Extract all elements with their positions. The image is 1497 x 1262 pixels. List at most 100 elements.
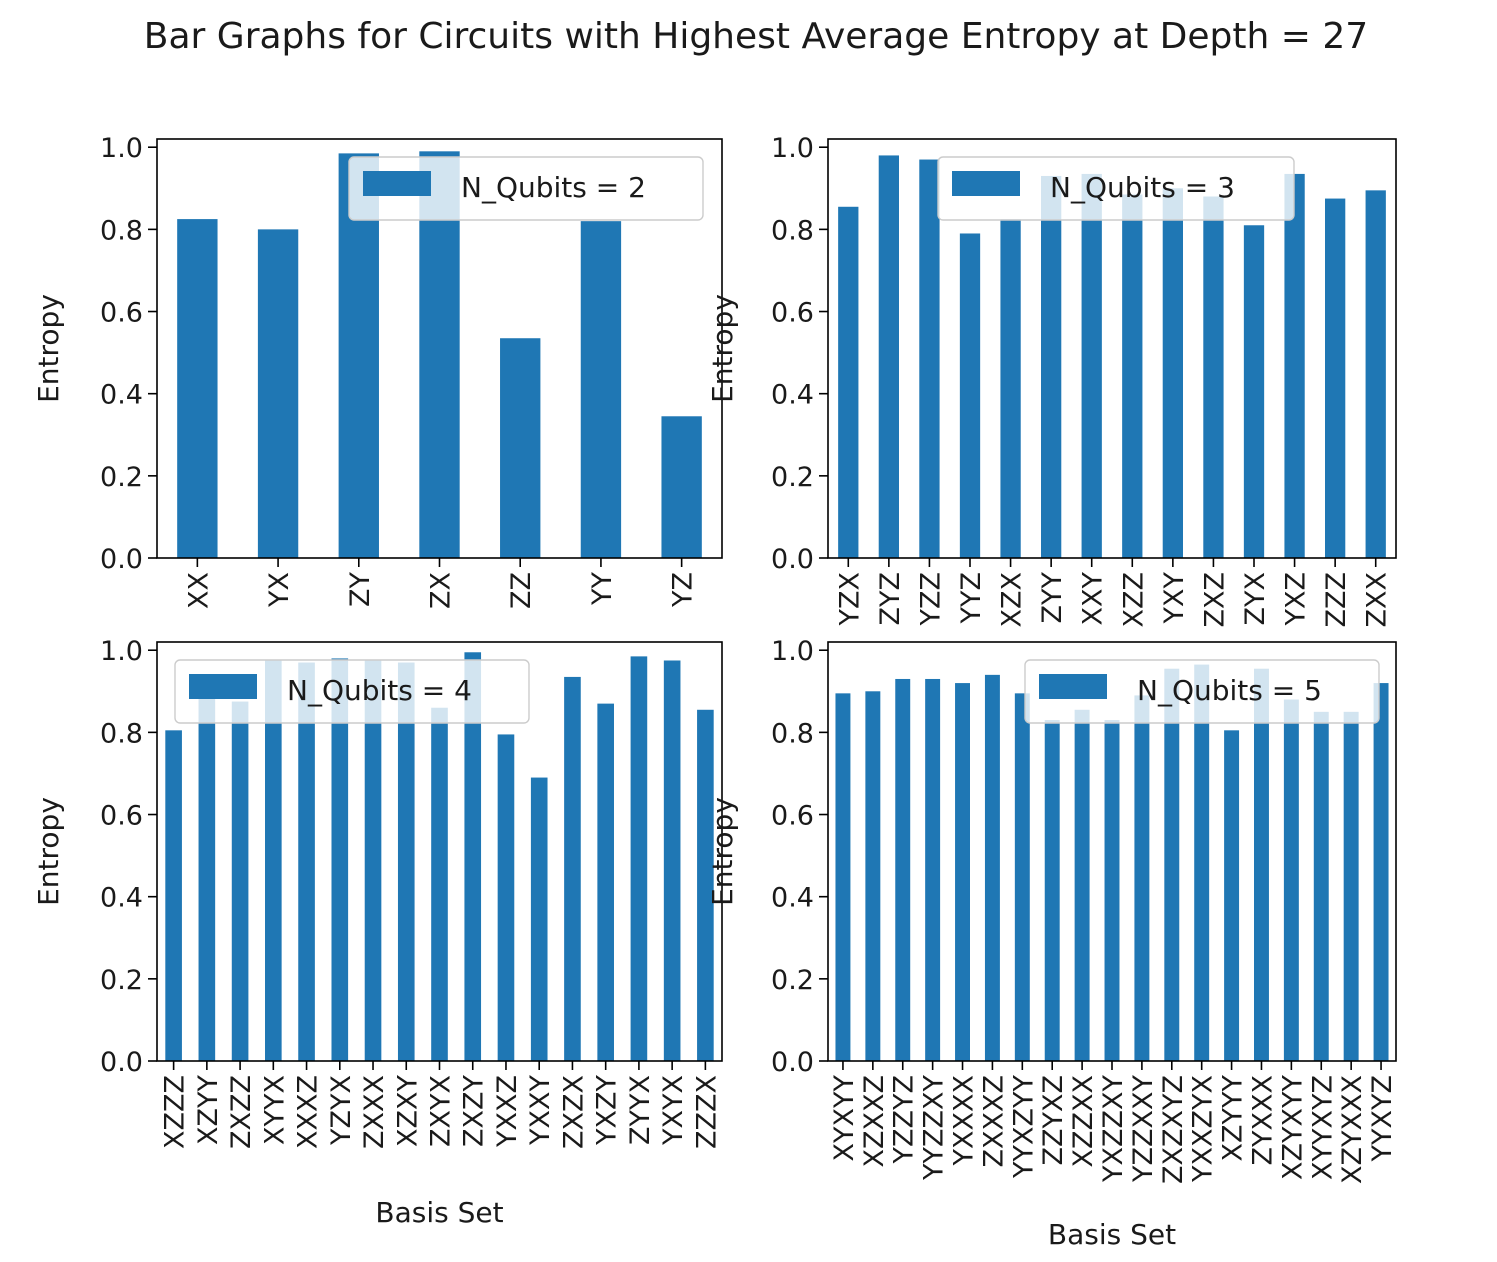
y-tick-label: 0.8 <box>100 215 143 246</box>
x-tick-label-YZZ: YZZ <box>915 572 946 627</box>
bar-XZZ <box>1122 194 1143 558</box>
x-tick-label-ZZ: ZZ <box>506 572 537 609</box>
legend-label: N_Qubits = 3 <box>1050 171 1235 204</box>
x-tick-label-YXXY: YXXY <box>525 1074 556 1145</box>
bar-YXXZ <box>497 734 515 1061</box>
y-tick-label: 0.4 <box>100 883 143 914</box>
bar-YZZYZ <box>895 678 911 1061</box>
bar-YXZY <box>597 703 614 1061</box>
x-tick-label-ZXZXYZ: ZXZXYZ <box>1158 1075 1189 1184</box>
x-tick-label-ZYY: ZYY <box>1037 571 1068 623</box>
x-tick-label-ZXZ: ZXZ <box>1199 572 1230 628</box>
figure-title: Bar Graphs for Circuits with Highest Ave… <box>144 16 1368 57</box>
bar-ZXX <box>1365 190 1386 558</box>
bar-ZXZXYZ <box>1164 668 1180 1061</box>
x-tick-label-YYXYZ: YYXYZ <box>1367 1075 1398 1162</box>
y-tick-label: 0.0 <box>100 544 143 575</box>
x-tick-label-YYXZYY: YYXZYY <box>1008 1074 1039 1178</box>
x-tick-label-ZXX: ZXX <box>1362 572 1393 628</box>
bar-XYXYY <box>835 693 851 1061</box>
bar-YXXY <box>530 777 548 1061</box>
x-tick-label-YXZY: YXZY <box>592 1074 623 1145</box>
bar-YY <box>580 221 622 558</box>
bar-YX <box>257 229 299 558</box>
x-tick-label-YZ: YZ <box>668 572 699 608</box>
bar-ZYX <box>1243 225 1265 558</box>
y-tick-label: 0.4 <box>771 380 814 411</box>
x-tick-label-XZX: XZX <box>997 572 1028 628</box>
x-tick-label-XXY: XXY <box>1078 572 1109 626</box>
bar-ZYY <box>1041 175 1062 558</box>
x-tick-label-YXXZYX: YXXZYX <box>1188 1075 1219 1183</box>
x-tick-label-ZXZX: ZXZX <box>558 1075 589 1149</box>
x-tick-label-ZX: ZX <box>426 572 457 609</box>
x-tick-label-ZYXXX: ZYXXX <box>1247 1075 1278 1165</box>
x-tick-label-YYZ: YYZ <box>956 572 987 624</box>
y-axis-label: Entropy <box>706 294 739 403</box>
bar-YYZ <box>959 233 981 559</box>
y-tick-label: 0.2 <box>771 462 814 493</box>
legend: N_Qubits = 5 <box>1024 659 1380 724</box>
x-tick-label-YZX: YZX <box>834 572 865 627</box>
x-tick-label-ZZYXZ: ZZYXZ <box>1038 1075 1069 1165</box>
bar-XX <box>177 219 218 558</box>
bar-YXZ <box>1284 173 1305 559</box>
y-tick-label: 1.0 <box>100 133 143 164</box>
bar-YZZ <box>919 159 940 559</box>
x-tick-label-YXZ: YXZ <box>1281 572 1312 627</box>
x-tick-label-XZZZ: XZZZ <box>160 1075 191 1149</box>
x-tick-label-YZZXXY: YZZXXY <box>1128 1075 1159 1183</box>
bar-ZXZY <box>464 652 482 1061</box>
bar-ZZZ <box>1325 198 1346 558</box>
bar-YZYX <box>331 658 349 1061</box>
x-tick-label-ZXZY: ZXZY <box>459 1074 490 1146</box>
bar-ZXXX <box>364 660 382 1061</box>
x-tick-label-YXXZ: YXXZ <box>492 1075 523 1148</box>
x-tick-label-ZXZZ: ZXZZ <box>226 1075 257 1149</box>
bar-YYXZYY <box>1014 693 1030 1061</box>
bar-ZXZX <box>564 676 581 1061</box>
y-tick-label: 1.0 <box>771 636 814 667</box>
x-tick-label-ZZZ: ZZZ <box>1321 572 1352 628</box>
x-tick-label-YY: YY <box>587 572 618 606</box>
y-tick-label: 0.6 <box>100 298 143 329</box>
bar-ZYZ <box>878 155 899 558</box>
x-tick-label-ZZZX: ZZZX <box>691 1075 722 1149</box>
x-tick-label-XXXZ: XXXZ <box>293 1075 324 1149</box>
bar-XZYXYY <box>1283 699 1299 1061</box>
x-tick-label-XZYYY: XZYYY <box>1218 1075 1249 1162</box>
y-tick-label: 0.0 <box>100 1047 143 1078</box>
y-tick-label: 0.8 <box>771 718 814 749</box>
bar-XZZZ <box>165 730 182 1061</box>
y-tick-label: 0.2 <box>100 965 143 996</box>
chart-panel-1: N_Qubits = 2 0.0 0.2 0.4 0.6 0.8 1.0 XX YX ZY ZX ZZ… <box>32 133 723 609</box>
legend-box <box>937 156 1295 221</box>
x-tick-label-YZYX: YZYX <box>326 1075 357 1146</box>
bar-ZXZZ <box>231 701 249 1061</box>
bar-YZX <box>838 206 859 558</box>
y-tick-label: 0.4 <box>771 883 814 914</box>
x-tick-label-ZYZ: ZYZ <box>875 572 906 626</box>
bar-XZXY <box>397 662 415 1061</box>
bar-XZYXXX <box>1343 711 1359 1061</box>
bar-YXXZYX <box>1194 664 1210 1061</box>
bar-XYYXYZ <box>1313 711 1329 1061</box>
bar-ZY <box>338 153 379 558</box>
x-tick-label-ZY: ZY <box>345 572 376 607</box>
y-tick-label: 0.0 <box>771 1047 814 1078</box>
x-tick-label-XX: XX <box>183 572 214 609</box>
bar-ZXYX <box>431 707 448 1061</box>
x-axis-label: Basis Set <box>1048 1218 1176 1251</box>
legend-box <box>348 156 704 221</box>
legend-box <box>1024 659 1380 724</box>
x-tick-label-XZXY: XZXY <box>392 1074 423 1146</box>
x-tick-label-ZXXXZ: ZXXXZ <box>978 1075 1009 1167</box>
legend-swatch <box>952 171 1020 196</box>
x-tick-label-XYYXYZ: XYYXYZ <box>1307 1075 1338 1180</box>
bar-XZX <box>1000 219 1021 558</box>
x-tick-label-XZYY: XZYY <box>193 1074 224 1144</box>
bar-XZZXX <box>1074 709 1090 1061</box>
charts: N_Qubits = 20.00.20.40.60.81.0XX YX ZY ZX ZZ… <box>32 133 1398 1251</box>
bar-YXXXX <box>955 683 970 1061</box>
